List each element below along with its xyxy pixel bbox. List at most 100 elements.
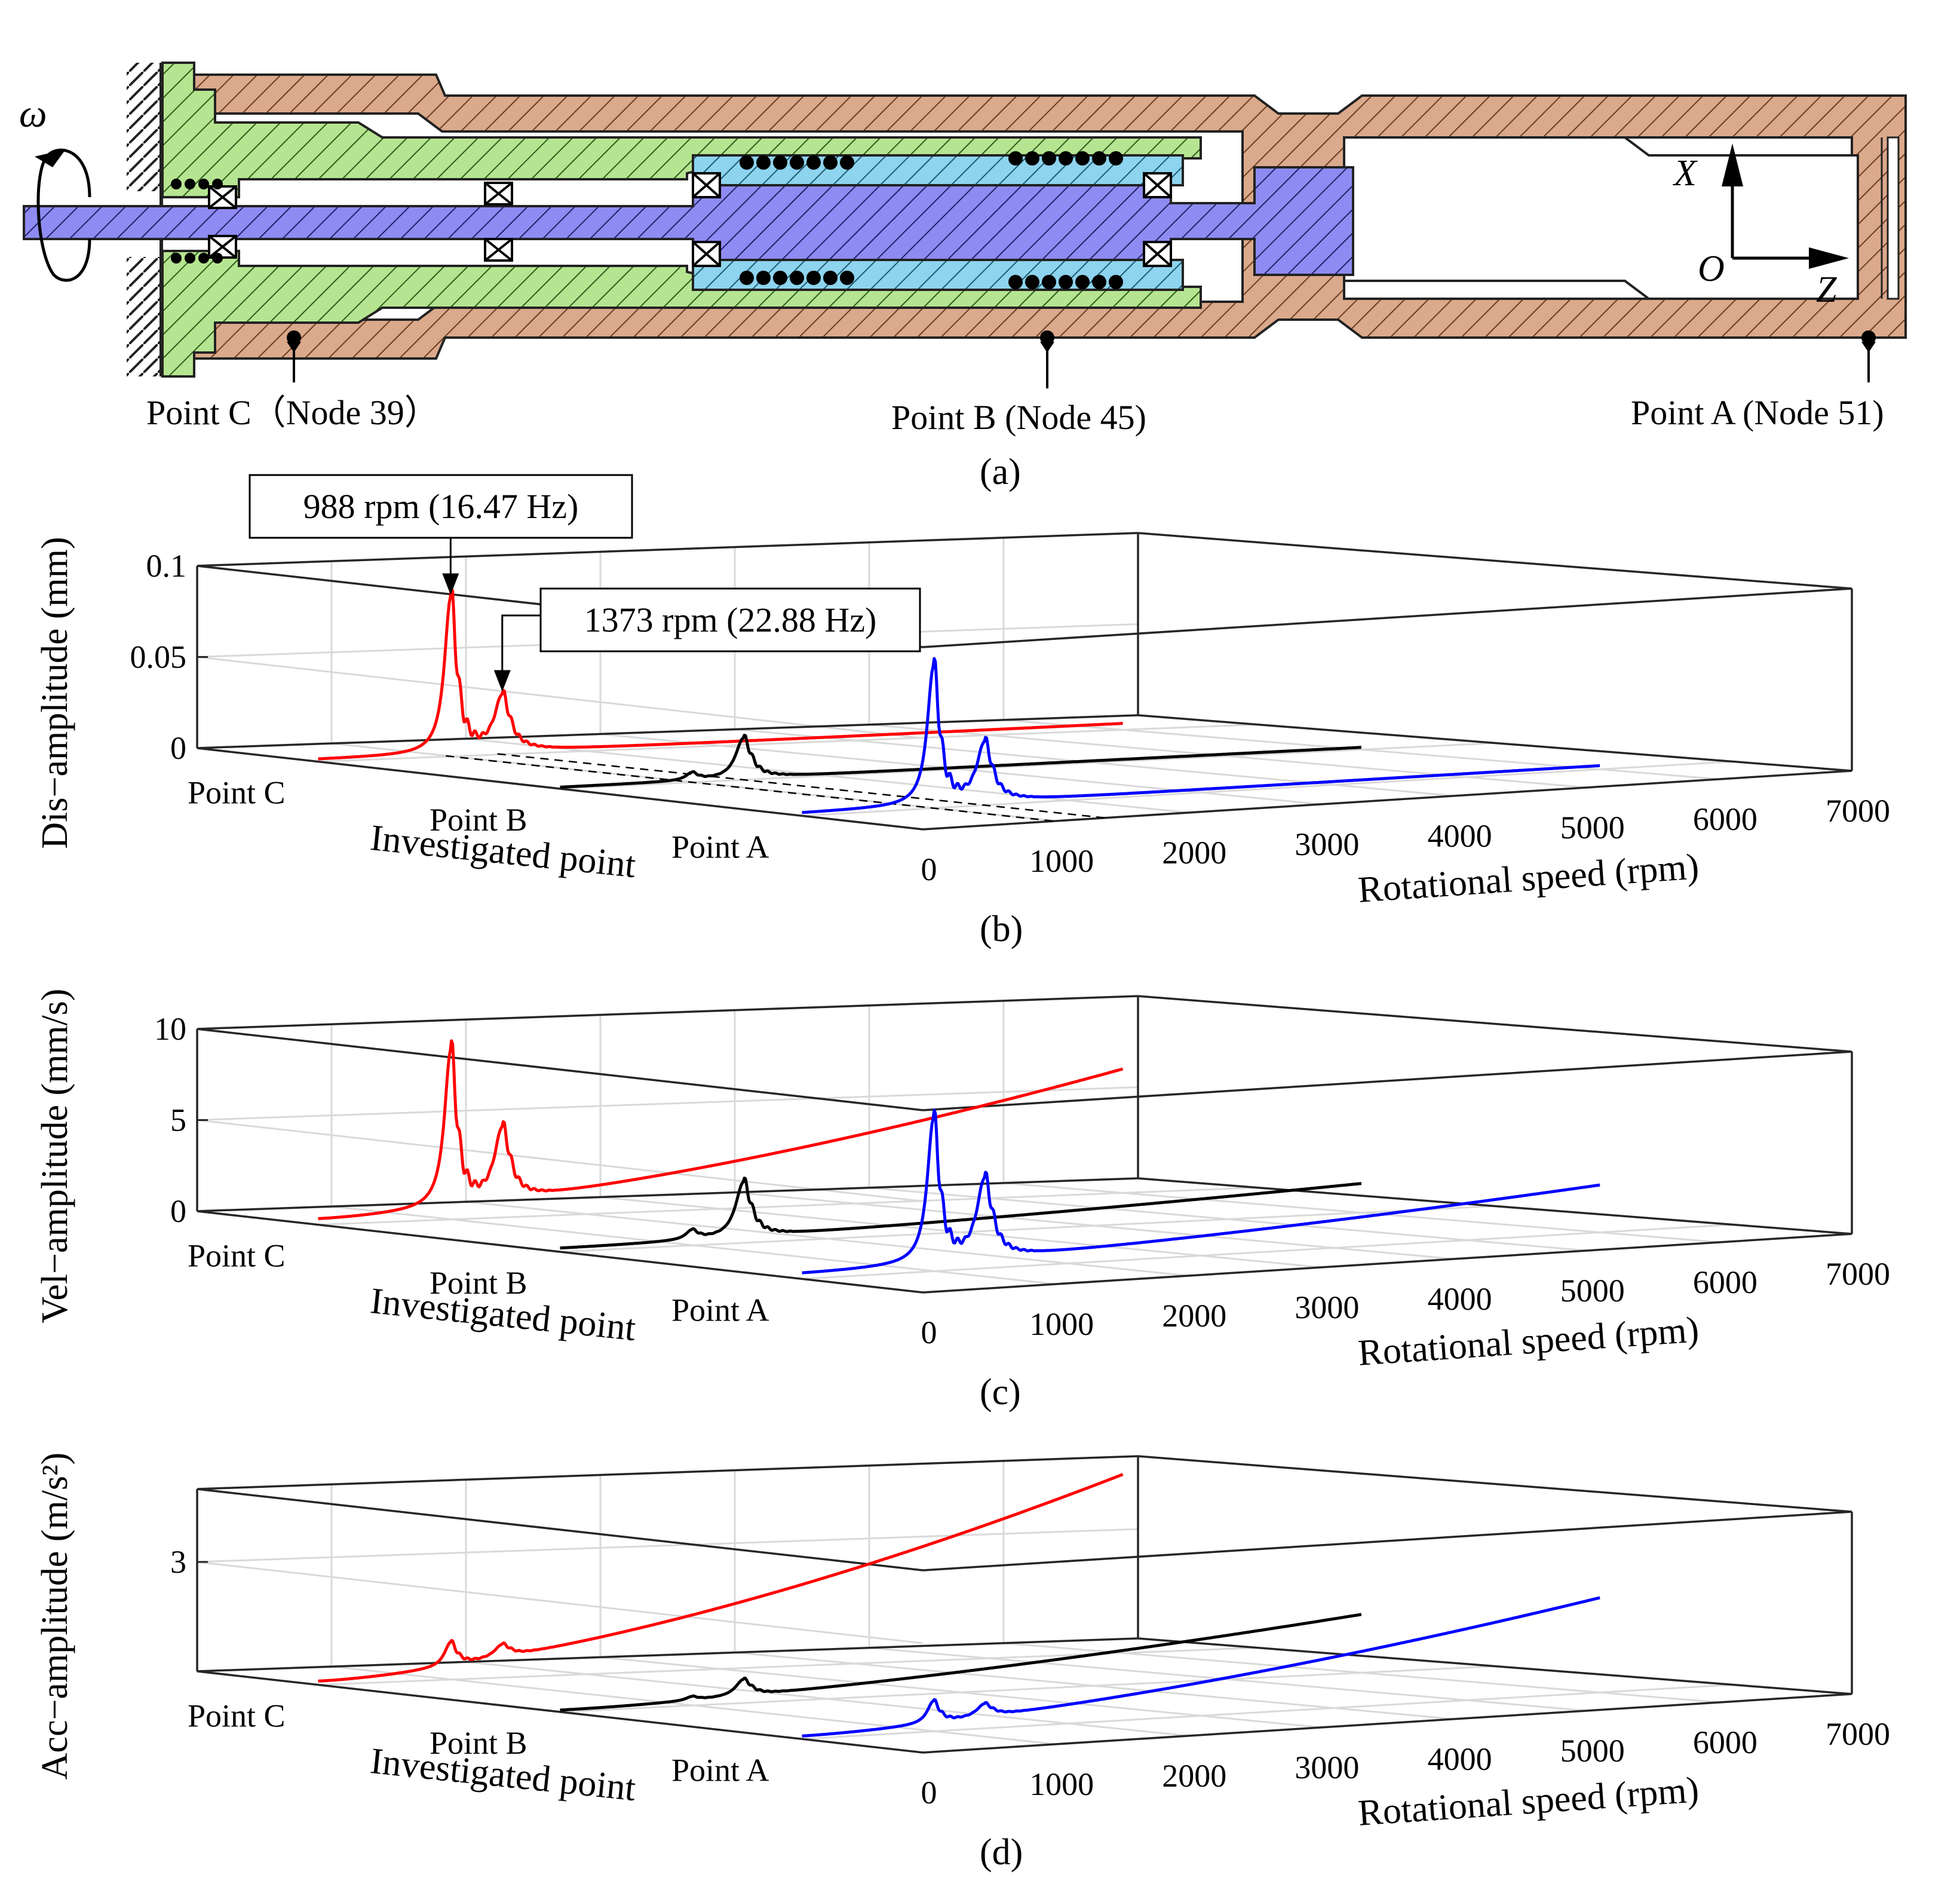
axes-box-edge	[922, 1233, 1852, 1294]
axes-box-edge	[197, 1488, 924, 1572]
axes-box-edge	[1137, 1177, 1852, 1235]
z-tick-label: 5	[170, 1102, 186, 1138]
x-tick-label: 7000	[1826, 1716, 1890, 1752]
z-tick-label: 10	[154, 1011, 186, 1047]
floor-gridline-y	[560, 1665, 1495, 1713]
floor-gridline-y	[560, 1205, 1495, 1253]
x-tick-label: 4000	[1428, 818, 1492, 854]
x-tick-label: 0	[921, 1315, 937, 1350]
annotation-box	[249, 474, 633, 539]
axes-box-edge	[197, 1455, 1139, 1490]
axes-box-edge	[197, 1637, 1139, 1672]
point-b-node-label: Point B (Node 45)	[891, 398, 1146, 437]
series-line-point-a	[801, 1596, 1600, 1738]
y-category-label: Point A	[671, 1292, 769, 1328]
x-tick-label: 3000	[1295, 1289, 1359, 1325]
axes-box-edge	[922, 1511, 1852, 1572]
floor-gridline-y	[802, 1224, 1733, 1280]
resonance-guide-line	[446, 755, 1054, 822]
z-tick-label: 0.1	[146, 548, 187, 584]
z-tick-label: 0	[170, 730, 186, 766]
x-tick-label: 6000	[1693, 1264, 1757, 1300]
y-category-label: Point B	[430, 1265, 527, 1301]
annotation-arrowhead-icon	[442, 573, 459, 595]
floor-gridline-y	[318, 1187, 1257, 1226]
point-a-node-label: Point A (Node 51)	[1631, 393, 1884, 432]
bearing-markers	[208, 172, 1172, 267]
housing-cavity	[1343, 136, 1859, 300]
y-category-label: Point A	[671, 1752, 769, 1788]
series-line-point-c	[317, 1039, 1124, 1220]
x-tick-label: 6000	[1693, 1724, 1757, 1760]
end-cap	[1887, 136, 1900, 300]
annotation-arrowhead-icon	[493, 670, 511, 692]
x-tick-label: 5000	[1560, 1273, 1625, 1309]
series-line-point-b	[559, 733, 1362, 789]
point-markers	[287, 330, 1876, 353]
x-tick-label: 1000	[1029, 843, 1094, 879]
y-category-label: Point C	[188, 775, 286, 811]
floor-gridline-y	[802, 1684, 1733, 1740]
axis-x-arrowhead-icon	[1722, 143, 1743, 186]
resonance-guide-line	[497, 753, 1106, 819]
rotation-arrow-icon	[36, 148, 91, 282]
floor-gridline-y	[802, 761, 1733, 817]
y-category-label: Point B	[430, 1725, 527, 1761]
bearing-seat-lower	[161, 250, 1202, 378]
x-tick-label: 0	[921, 1775, 937, 1811]
x-axis-label: Rotational speed (rpm)	[1357, 1309, 1700, 1374]
x-tick-label: 3000	[1295, 826, 1359, 862]
point-c-node-label: Point C（Node 39）	[146, 393, 439, 432]
z-tick-label: 0.05	[130, 639, 187, 675]
x-tick-label: 2000	[1162, 1758, 1226, 1794]
x-tick-label: 6000	[1693, 801, 1757, 837]
x-axis-label: Rotational speed (rpm)	[1357, 846, 1700, 911]
z-axis-label: Vel−amplitude (mm/s)	[35, 988, 75, 1323]
fixed-wall-lower	[127, 257, 162, 376]
y-category-label: Point C	[188, 1698, 286, 1734]
floor-gridline-y	[560, 742, 1495, 790]
axes-box-edge	[197, 995, 1139, 1030]
axes-box-edge	[197, 1670, 924, 1754]
annotation-box	[539, 587, 921, 653]
x-axis-label: Rotational speed (rpm)	[1357, 1769, 1700, 1834]
panel-label: (d)	[980, 1832, 1023, 1873]
ball-rows	[171, 151, 1123, 289]
axes-box-edge	[197, 747, 924, 831]
axes-box-edge	[922, 1050, 1852, 1111]
z-axis-label: Acc−amplitude (m/s²)	[35, 1453, 75, 1780]
axes-box-edge	[922, 770, 1852, 831]
axes-box-edge	[1137, 995, 1852, 1053]
x-tick-label: 3000	[1295, 1750, 1359, 1785]
axes-box-edge	[1137, 1455, 1852, 1513]
x-tick-label: 2000	[1162, 835, 1226, 871]
annotation-text: 988 rpm (16.47 Hz)	[303, 487, 579, 526]
chart-d: 3 0 1000 2000 3000 4000 5000 6000 7000 Point C Poi…	[35, 1453, 1890, 1873]
axes-box-edge	[1137, 532, 1852, 590]
x-tick-label: 2000	[1162, 1298, 1226, 1334]
x-tick-label: 7000	[1826, 1256, 1890, 1292]
series-line-point-b	[559, 1177, 1362, 1250]
axis-x-label: X	[1672, 153, 1698, 194]
axes-box-edge	[197, 532, 1139, 567]
x-tick-label: 0	[921, 851, 937, 887]
wall-gridline-z	[197, 1528, 1139, 1563]
y-category-label: Point C	[188, 1238, 286, 1274]
omega-label: ω	[19, 92, 47, 136]
z-tick-label: 3	[170, 1544, 186, 1580]
axes-box-edge	[1137, 714, 1852, 772]
axes-box-edge	[922, 587, 1852, 648]
x-tick-label: 1000	[1029, 1766, 1094, 1802]
series-line-point-a	[801, 1108, 1600, 1275]
x-tick-label: 4000	[1428, 1281, 1492, 1317]
series-line-point-a	[801, 657, 1600, 814]
axes-box-edge	[197, 1210, 924, 1294]
axes-box-edge	[922, 1693, 1852, 1754]
axes-box-edge	[197, 714, 1139, 749]
chart-b: 0 0.05 0.1 0 1000 2000 3000 4000 5000 6000 7000 Poi…	[35, 474, 1890, 949]
rotation-arrowhead-icon	[35, 149, 66, 167]
wall-gridline-z	[197, 1561, 924, 1644]
spindle-diagram: ω X O Z Point C（Node 39） Point B (Node 4…	[19, 62, 1907, 492]
annotation-text: 1373 rpm (22.88 Hz)	[584, 601, 877, 639]
